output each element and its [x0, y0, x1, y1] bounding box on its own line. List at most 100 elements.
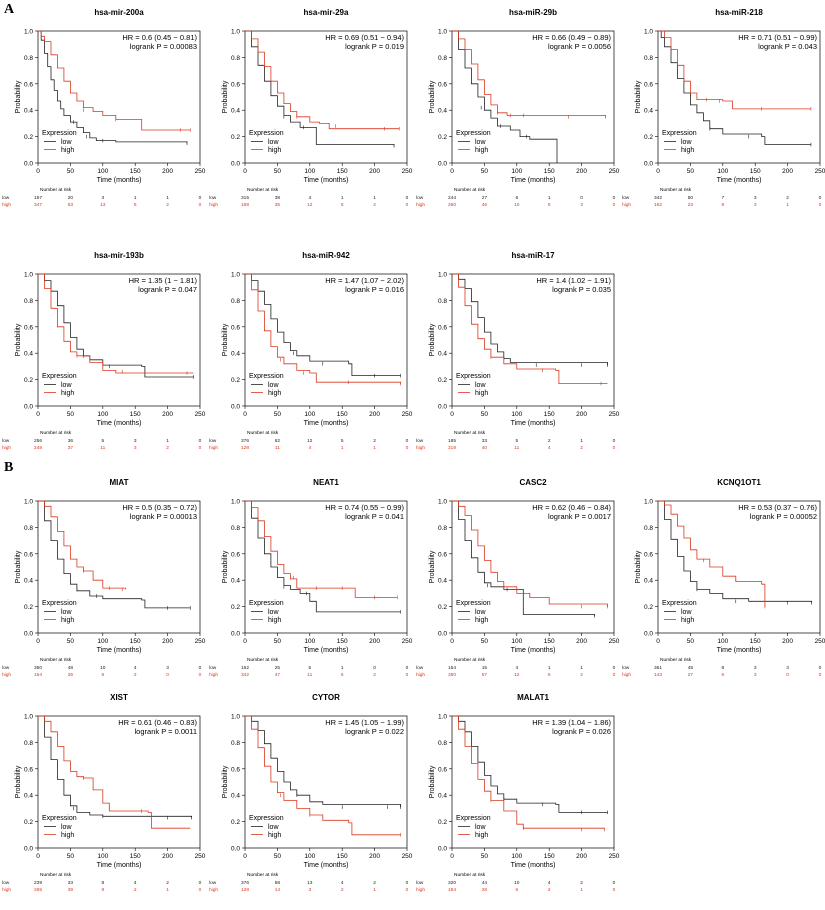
x-tick-label: 50 — [67, 411, 75, 418]
y-axis-label: Probability — [635, 80, 642, 113]
x-tick-label: 50 — [687, 638, 695, 645]
risk-count-low: 0 — [613, 880, 616, 886]
x-axis-label: Time (months) — [304, 177, 349, 184]
y-tick-label: 0.2 — [24, 377, 33, 384]
km-chart: hsa-miR-17 HR = 1.4 (1.02 − 1.91) logrank … — [414, 248, 620, 463]
x-tick-label: 150 — [544, 411, 555, 418]
risk-count-high: 8 — [101, 887, 104, 893]
risk-count-high: 10 — [514, 202, 520, 208]
risk-count-low: 361 — [654, 665, 662, 671]
legend-entry-high: high — [475, 147, 488, 154]
x-tick-label: 250 — [609, 168, 620, 175]
risk-count-high: 265 — [34, 887, 42, 893]
y-tick-label: 0.0 — [231, 846, 240, 853]
y-tick-label: 0.0 — [231, 161, 240, 168]
x-tick-label: 250 — [402, 168, 413, 175]
x-tick-label: 200 — [369, 853, 380, 860]
y-tick-label: 0.0 — [231, 404, 240, 411]
risk-row-label-high: high — [416, 202, 425, 208]
x-tick-label: 250 — [609, 638, 620, 645]
risk-count-high: 0 — [199, 887, 202, 893]
x-tick-label: 150 — [544, 638, 555, 645]
x-axis-label: Time (months) — [97, 177, 142, 184]
survival-curve-low — [452, 30, 558, 163]
x-tick-label: 150 — [130, 638, 141, 645]
logrank-p: logrank P = 0.035 — [552, 285, 611, 294]
x-tick-label: 50 — [274, 168, 282, 175]
x-tick-label: 250 — [815, 638, 825, 645]
risk-table-title: Number at risk — [247, 657, 279, 663]
risk-count-low: 3 — [166, 665, 169, 671]
km-plot: MALAT1 HR = 1.39 (1.04 − 1.86)logrank P =… — [416, 693, 620, 893]
risk-count-high: 11 — [514, 445, 519, 451]
risk-count-low: 162 — [241, 665, 249, 671]
risk-count-high: 0 — [819, 202, 822, 208]
risk-count-low: 1 — [341, 665, 344, 671]
risk-count-low: 0 — [406, 665, 409, 671]
legend-entry-high: high — [268, 617, 281, 624]
survival-curve-high — [658, 500, 766, 607]
chart-title: XIST — [110, 693, 128, 702]
plot-frame — [244, 500, 408, 634]
plot-frame — [244, 715, 408, 849]
km-chart: hsa-mir-193b HR = 1.35 (1 − 1.81) logrank … — [0, 248, 206, 463]
y-tick-label: 0.4 — [24, 108, 33, 115]
risk-count-high: 13 — [100, 202, 106, 208]
risk-count-low: 1 — [580, 438, 583, 444]
x-tick-label: 200 — [576, 638, 587, 645]
y-tick-label: 0.2 — [24, 134, 33, 141]
legend-entry-low: low — [268, 824, 279, 831]
logrank-p: logrank P = 0.016 — [345, 285, 404, 294]
legend-entry-high: high — [681, 147, 694, 154]
x-tick-label: 150 — [130, 411, 141, 418]
km-plot: hsa-miR-17 HR = 1.4 (1.02 − 1.91)logrank … — [416, 251, 620, 451]
y-tick-label: 0.6 — [438, 81, 447, 88]
y-tick-label: 0.0 — [24, 631, 33, 638]
x-tick-label: 50 — [274, 638, 282, 645]
legend-entry-high: high — [268, 147, 281, 154]
risk-count-high: 3 — [580, 202, 583, 208]
risk-count-high: 128 — [241, 887, 249, 893]
risk-row-label-low: low — [2, 195, 10, 201]
legend-title: Expression — [456, 600, 491, 607]
y-tick-label: 1.0 — [231, 714, 240, 721]
risk-count-low: 7 — [721, 195, 724, 201]
y-tick-label: 0.8 — [438, 740, 447, 747]
risk-count-low: 1 — [580, 665, 583, 671]
y-tick-label: 0.0 — [438, 404, 447, 411]
risk-count-high: 3 — [308, 887, 311, 893]
risk-count-high: 2 — [166, 202, 169, 208]
legend-entry-low: low — [681, 139, 692, 146]
y-tick-label: 0.6 — [644, 81, 653, 88]
survival-curve-high — [245, 273, 401, 384]
risk-count-low: 2 — [580, 880, 583, 886]
risk-count-high: 0 — [406, 445, 409, 451]
risk-count-high: 6 — [721, 672, 724, 678]
risk-count-high: 347 — [34, 202, 42, 208]
hazard-ratio: HR = 0.5 (0.35 − 0.72) — [122, 503, 197, 512]
legend-entry-low: low — [475, 382, 486, 389]
risk-count-low: 8 — [721, 665, 724, 671]
risk-count-high: 12 — [307, 202, 313, 208]
x-tick-label: 200 — [162, 853, 173, 860]
risk-count-low: 256 — [34, 438, 42, 444]
y-axis-label: Probability — [429, 550, 436, 583]
risk-count-high: 2 — [548, 887, 551, 893]
y-tick-label: 1.0 — [438, 29, 447, 36]
x-tick-label: 200 — [369, 411, 380, 418]
survival-curve-high — [38, 273, 194, 374]
plot-frame — [451, 273, 615, 407]
risk-row-label-low: low — [622, 195, 630, 201]
risk-count-low: 5 — [308, 665, 311, 671]
legend-entry-low: low — [61, 824, 72, 831]
risk-count-high: 342 — [241, 672, 249, 678]
risk-count-high: 143 — [654, 672, 662, 678]
hazard-ratio: HR = 0.69 (0.51 − 0.94) — [325, 33, 404, 42]
risk-count-low: 376 — [241, 438, 249, 444]
legend-entry-low: low — [681, 609, 692, 616]
risk-table-title: Number at risk — [247, 872, 279, 878]
logrank-p: logrank P = 0.026 — [552, 727, 611, 736]
legend-entry-low: low — [61, 139, 72, 146]
y-tick-label: 0.4 — [231, 793, 240, 800]
hazard-ratio: HR = 0.61 (0.46 − 0.83) — [118, 718, 197, 727]
